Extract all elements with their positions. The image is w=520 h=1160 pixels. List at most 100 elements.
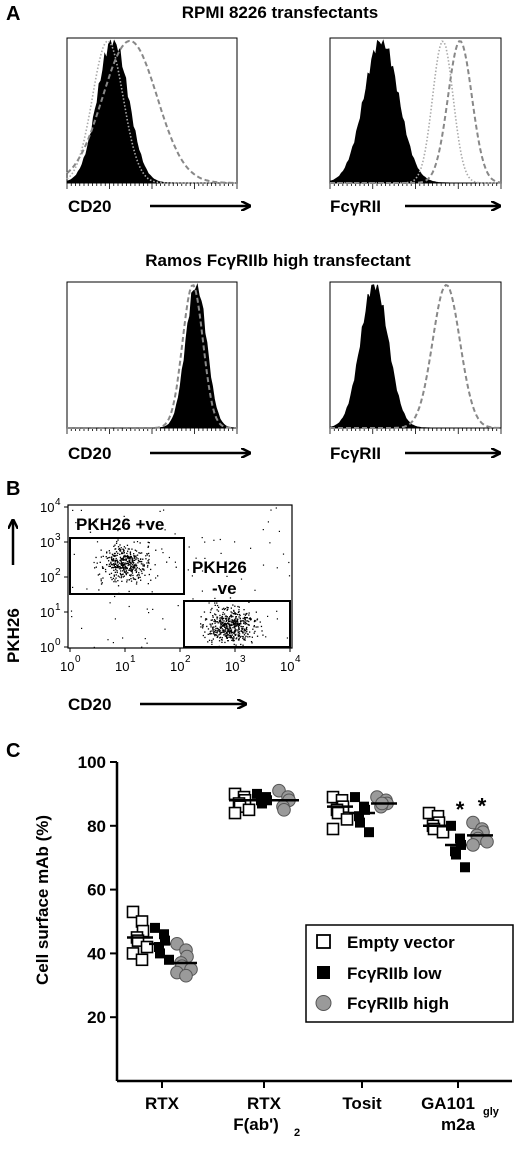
flow-event xyxy=(217,622,219,624)
flow-event xyxy=(113,581,115,583)
flow-event-sparse xyxy=(267,615,269,617)
flow-event xyxy=(219,614,221,617)
flow-event xyxy=(238,639,240,641)
flow-event xyxy=(214,604,216,606)
flow-event xyxy=(234,613,236,615)
flow-event xyxy=(118,566,120,568)
flow-event xyxy=(230,615,232,617)
flow-event xyxy=(132,568,134,570)
flow-event xyxy=(243,616,246,618)
flow-event xyxy=(252,628,254,630)
flow-event xyxy=(120,577,122,579)
flow-event xyxy=(231,637,234,639)
flow-event-sparse xyxy=(107,639,109,641)
flow-event xyxy=(200,616,202,618)
flow-event xyxy=(219,626,221,628)
flow-event xyxy=(130,568,132,570)
flow-event xyxy=(122,566,124,568)
histogram-ramos-fcgr xyxy=(329,281,502,434)
flow-event-sparse xyxy=(276,610,278,612)
flow-event xyxy=(128,579,130,581)
flow-event-sparse xyxy=(214,597,216,599)
flow-event xyxy=(113,545,115,547)
flow-event xyxy=(212,616,214,618)
flow-event-sparse xyxy=(162,552,164,554)
flow-event xyxy=(100,556,102,558)
flow-event xyxy=(222,623,225,626)
flow-event xyxy=(121,580,123,582)
flow-event xyxy=(227,636,229,638)
flow-event xyxy=(147,560,149,562)
flow-event xyxy=(229,630,231,632)
flow-event xyxy=(227,620,230,623)
flow-event xyxy=(147,583,149,585)
flow-x-tick-exp-0: 0 xyxy=(75,654,81,665)
flow-event xyxy=(124,564,126,566)
flow-event xyxy=(216,618,218,620)
flow-event xyxy=(116,562,119,564)
flow-event xyxy=(243,628,246,630)
flow-event xyxy=(254,630,256,633)
flow-event xyxy=(231,624,233,626)
flow-event xyxy=(229,626,231,629)
significance-asterisk: * xyxy=(456,797,465,822)
panel-c-y-tick-label: 60 xyxy=(87,881,106,900)
flow-event xyxy=(125,559,127,562)
flow-event xyxy=(232,639,234,641)
flow-event xyxy=(225,637,228,639)
flow-event xyxy=(222,619,224,621)
flow-event xyxy=(123,549,125,551)
flow-event xyxy=(251,642,253,644)
flow-event xyxy=(253,632,255,634)
flow-event xyxy=(237,622,239,624)
flow-event xyxy=(145,558,147,560)
flow-event xyxy=(235,623,237,625)
flow-event xyxy=(222,631,224,633)
flow-event xyxy=(117,546,120,548)
flow-event xyxy=(123,575,125,577)
panel-b-letter: B xyxy=(6,478,20,500)
flow-event xyxy=(248,618,250,620)
flow-event xyxy=(147,564,149,567)
flow-event xyxy=(255,626,257,628)
flow-event xyxy=(241,626,243,628)
point-fcgr-high xyxy=(179,968,193,983)
point-fcgr-low xyxy=(355,817,365,828)
flow-event xyxy=(106,552,108,554)
flow-event xyxy=(234,622,236,625)
flow-event xyxy=(238,637,240,640)
category-label-0: RTX xyxy=(145,1094,180,1113)
flow-event xyxy=(262,634,264,636)
flow-event-sparse xyxy=(286,637,288,639)
flow-event xyxy=(129,553,132,556)
flow-event xyxy=(105,571,107,573)
flow-event xyxy=(128,560,130,563)
flow-event xyxy=(242,644,244,646)
flow-event xyxy=(131,566,134,568)
flow-event xyxy=(107,557,109,559)
flow-event-sparse xyxy=(276,618,278,620)
flow-event xyxy=(235,644,237,646)
gate-positive-label: PKH26 +ve xyxy=(76,515,164,534)
point-fcgr-high xyxy=(277,803,291,817)
flow-event xyxy=(139,576,141,578)
flow-event xyxy=(244,630,247,632)
flow-event xyxy=(250,641,253,643)
flow-event xyxy=(142,568,144,570)
panel-a-section1-title: RPMI 8226 transfectants xyxy=(182,3,379,22)
flow-event xyxy=(118,562,121,564)
flow-event xyxy=(123,552,125,554)
flow-event xyxy=(232,615,234,618)
flow-event xyxy=(200,626,202,628)
point-fcgr-low xyxy=(164,954,174,965)
flow-event xyxy=(233,632,235,635)
flow-event xyxy=(109,552,111,554)
flow-y-tick-0: 10 xyxy=(40,500,54,515)
flow-event xyxy=(237,611,240,613)
flow-event xyxy=(122,559,124,561)
flow-event xyxy=(129,568,131,570)
flow-event-sparse xyxy=(202,627,204,629)
flow-event xyxy=(111,558,113,560)
flow-event xyxy=(216,621,218,623)
flow-event xyxy=(214,613,216,615)
